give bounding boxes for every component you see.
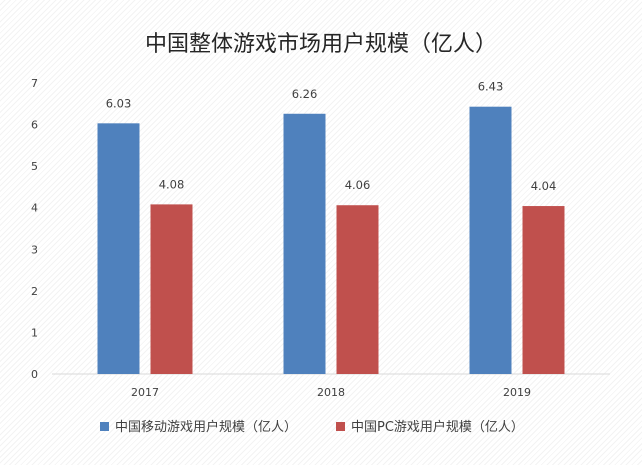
- chart-title: 中国整体游戏市场用户规模（亿人）: [145, 32, 497, 57]
- y-tick-label: 6: [31, 119, 38, 132]
- x-tick-label: 2017: [131, 386, 159, 399]
- bar-mobile-2017: [97, 123, 140, 375]
- x-tick-label: 2018: [317, 386, 345, 399]
- plot-area: 0 1 2 3 4 5 6 7 2017 6.03 4.08 2018 6.26 4.06 2019 6.43…: [31, 77, 610, 399]
- data-label: 6.26: [292, 87, 318, 101]
- data-label: 6.03: [106, 96, 132, 110]
- legend-label: 中国移动游戏用户规模（亿人）: [115, 419, 297, 435]
- y-tick-label: 4: [31, 202, 38, 215]
- y-tick-label: 5: [31, 160, 38, 173]
- legend: 中国移动游戏用户规模（亿人） 中国PC游戏用户规模（亿人）: [100, 419, 524, 435]
- data-label: 4.06: [345, 178, 371, 192]
- bar-pc-2017: [150, 204, 193, 374]
- x-tick-label: 2019: [503, 386, 531, 399]
- data-label: 4.08: [159, 177, 185, 191]
- bar-mobile-2019: [469, 106, 512, 375]
- legend-swatch-mobile: [100, 422, 109, 431]
- y-tick-label: 2: [31, 285, 38, 298]
- y-tick-label: 7: [31, 77, 38, 90]
- bar-pc-2018: [336, 205, 379, 374]
- y-tick-label: 1: [31, 326, 38, 339]
- legend-swatch-pc: [336, 422, 345, 431]
- y-tick-label: 0: [31, 368, 38, 381]
- y-tick-label: 3: [31, 243, 38, 256]
- legend-label: 中国PC游戏用户规模（亿人）: [351, 419, 524, 435]
- bar-pc-2019: [522, 206, 565, 374]
- data-label: 4.04: [531, 179, 557, 193]
- data-label: 6.43: [478, 80, 504, 94]
- bar-mobile-2018: [283, 113, 326, 375]
